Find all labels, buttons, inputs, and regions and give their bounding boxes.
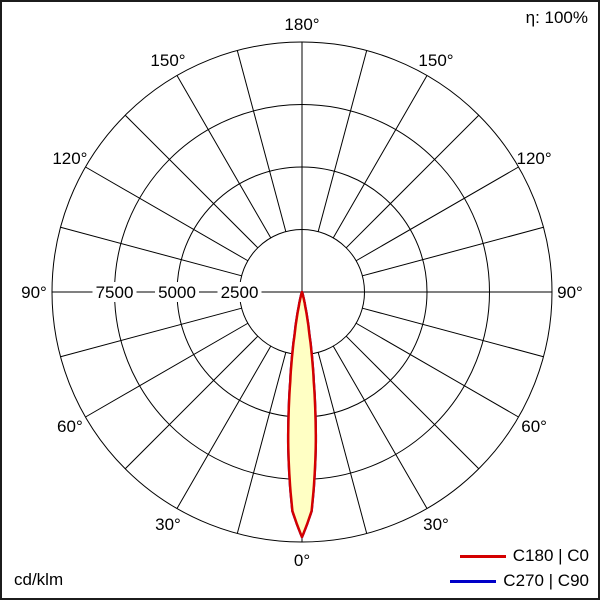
unit-label: cd/klm [14, 570, 64, 589]
ring-label: 5000 [158, 283, 196, 302]
grid-spoke [60, 226, 242, 277]
legend-line-blue-icon [450, 579, 497, 583]
ring-label-bg [92, 282, 137, 302]
angle-label: 60° [57, 417, 83, 436]
legend-item-c90: C270 | C90 [450, 571, 589, 591]
grid-spoke [362, 226, 544, 277]
grid-spoke [345, 114, 480, 249]
angle-label: 150° [418, 51, 453, 70]
angle-label: 120° [52, 149, 87, 168]
grid-spoke [85, 166, 249, 262]
angle-label: 30° [423, 515, 449, 534]
angle-label: 120° [517, 149, 552, 168]
grid-spoke [362, 307, 544, 358]
angle-label: 150° [150, 51, 185, 70]
angle-label: 0° [294, 551, 310, 570]
angle-label: 30° [155, 515, 181, 534]
grid-spoke [85, 322, 249, 418]
grid-spoke [355, 166, 519, 262]
angle-label: 180° [284, 15, 319, 34]
grid-spoke [124, 114, 259, 249]
grid-spoke [176, 345, 272, 509]
ring-label: 7500 [96, 283, 134, 302]
angle-label: 90° [557, 283, 583, 302]
grid-spoke [236, 50, 287, 232]
ring-label: 2500 [221, 283, 259, 302]
grid-spoke [317, 352, 368, 534]
grid-spoke [355, 322, 519, 418]
angle-label: 60° [521, 417, 547, 436]
grid-spoke [332, 75, 428, 239]
legend-label-c0: C180 | C0 [512, 546, 589, 565]
legend-label-c90: C270 | C90 [503, 571, 589, 590]
ring-label-bg [155, 282, 199, 302]
efficiency-label: η: 100% [525, 8, 588, 27]
grid-spoke [332, 345, 428, 509]
legend: C180 | C0 C270 | C90 [450, 546, 589, 591]
grid-spoke [236, 352, 287, 534]
legend-line-red-icon [459, 554, 506, 558]
grid-spoke [124, 335, 259, 470]
angle-label: 90° [21, 283, 47, 302]
grid-spoke [317, 50, 368, 232]
grid-spoke [60, 307, 242, 358]
ring-label-bg [217, 282, 262, 302]
legend-item-c0: C180 | C0 [459, 546, 589, 566]
grid-spoke [176, 75, 272, 239]
intensity-curve [286, 290, 318, 539]
grid-spoke [345, 335, 480, 470]
